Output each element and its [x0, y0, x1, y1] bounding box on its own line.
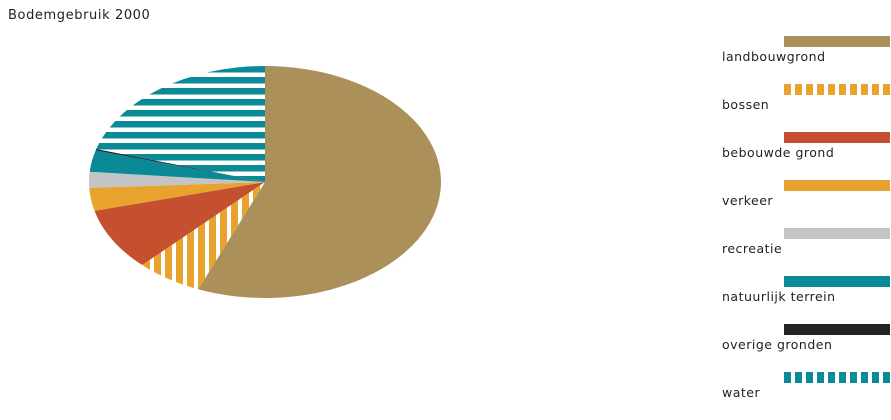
pie-slice-overige-gronden: [95, 148, 266, 182]
legend-swatch: [784, 228, 890, 239]
legend-item: bossen: [722, 84, 890, 132]
chart-title: Bodemgebruik 2000: [8, 8, 151, 23]
pie-slice-bebouwde-grond: [94, 182, 265, 266]
legend-label: verkeer: [722, 193, 774, 208]
pie-slice-recreatie: [88, 171, 265, 188]
legend-item: overige gronden: [722, 324, 890, 372]
legend-swatch: [784, 36, 890, 47]
legend-item: landbouwgrond: [722, 36, 890, 84]
legend-swatch: [784, 180, 890, 191]
legend-item: bebouwde grond: [722, 132, 890, 180]
pie-slice-bossen: [142, 182, 265, 290]
legend-label: landbouwgrond: [722, 49, 826, 64]
legend-swatch: [784, 324, 890, 335]
legend-label: bebouwde grond: [722, 145, 835, 160]
legend-label: bossen: [722, 97, 770, 112]
legend-label: water: [722, 385, 761, 400]
pie-slice-water: [96, 65, 265, 182]
legend-label: natuurlijk terrein: [722, 289, 836, 304]
legend-item: natuurlijk terrein: [722, 276, 890, 324]
legend-item: water: [722, 372, 890, 420]
pie-slice-verkeer: [89, 182, 265, 211]
pie-slice-natuurlijk-terrein: [89, 150, 266, 182]
legend-label: overige gronden: [722, 337, 833, 352]
legend-swatch: [784, 132, 890, 143]
legend-item: verkeer: [722, 180, 890, 228]
pie-slice-landbouwgrond: [198, 66, 441, 298]
legend: landbouwgrond bossen bebouwde grond verkeer…: [722, 36, 890, 420]
legend-swatch: [784, 276, 890, 287]
legend-item: recreatie: [722, 228, 890, 276]
pie-chart: [88, 65, 441, 298]
legend-swatch: [784, 84, 890, 95]
legend-label: recreatie: [722, 241, 783, 256]
legend-swatch: [784, 372, 890, 383]
